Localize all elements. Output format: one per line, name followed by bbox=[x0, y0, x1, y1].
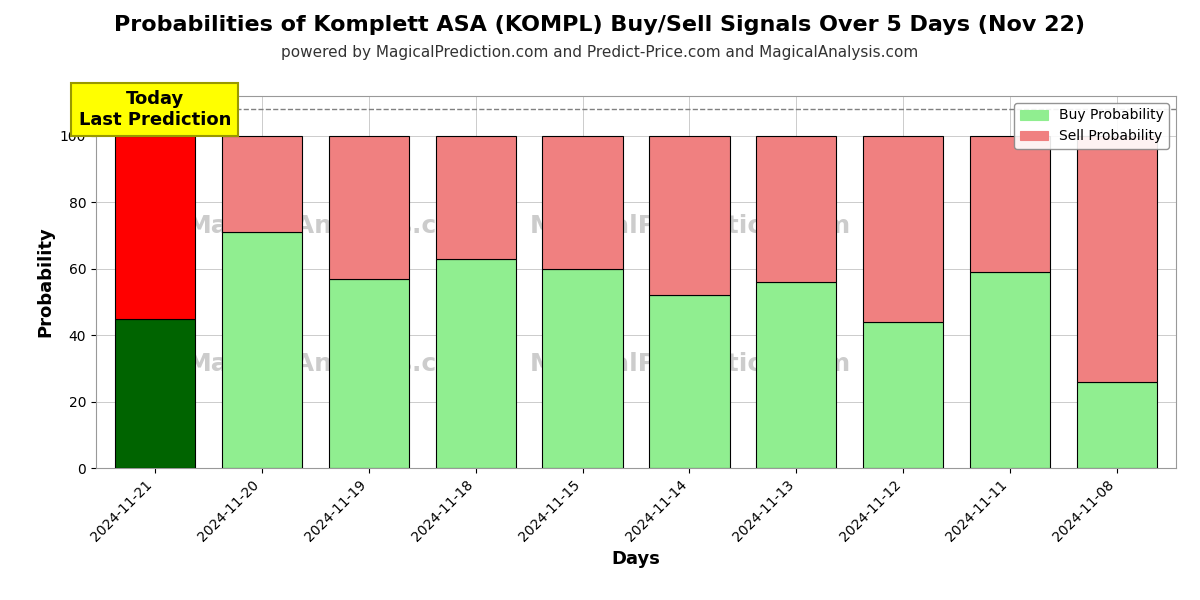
Text: Today
Last Prediction: Today Last Prediction bbox=[79, 90, 230, 128]
Text: MagicalAnalysis.com: MagicalAnalysis.com bbox=[187, 214, 480, 238]
Bar bbox=[756, 282, 836, 468]
Bar bbox=[222, 136, 302, 232]
Bar bbox=[115, 319, 194, 468]
Bar bbox=[329, 136, 409, 278]
X-axis label: Days: Days bbox=[612, 550, 660, 568]
Text: MagicalAnalysis.com: MagicalAnalysis.com bbox=[187, 352, 480, 376]
Bar bbox=[970, 136, 1050, 272]
Bar bbox=[863, 136, 943, 322]
Bar bbox=[649, 136, 730, 295]
Bar bbox=[542, 136, 623, 269]
Bar bbox=[970, 272, 1050, 468]
Text: MagicalPrediction.com: MagicalPrediction.com bbox=[529, 352, 851, 376]
Y-axis label: Probability: Probability bbox=[36, 227, 54, 337]
Bar bbox=[1078, 382, 1157, 468]
Text: powered by MagicalPrediction.com and Predict-Price.com and MagicalAnalysis.com: powered by MagicalPrediction.com and Pre… bbox=[281, 45, 919, 60]
Bar bbox=[115, 136, 194, 319]
Bar bbox=[649, 295, 730, 468]
Bar bbox=[222, 232, 302, 468]
Bar bbox=[863, 322, 943, 468]
Bar bbox=[436, 259, 516, 468]
Bar bbox=[329, 278, 409, 468]
Bar bbox=[756, 136, 836, 282]
Text: MagicalPrediction.com: MagicalPrediction.com bbox=[529, 214, 851, 238]
Bar bbox=[1078, 136, 1157, 382]
Legend: Buy Probability, Sell Probability: Buy Probability, Sell Probability bbox=[1014, 103, 1169, 149]
Text: Probabilities of Komplett ASA (KOMPL) Buy/Sell Signals Over 5 Days (Nov 22): Probabilities of Komplett ASA (KOMPL) Bu… bbox=[114, 15, 1086, 35]
Bar bbox=[436, 136, 516, 259]
Bar bbox=[542, 269, 623, 468]
